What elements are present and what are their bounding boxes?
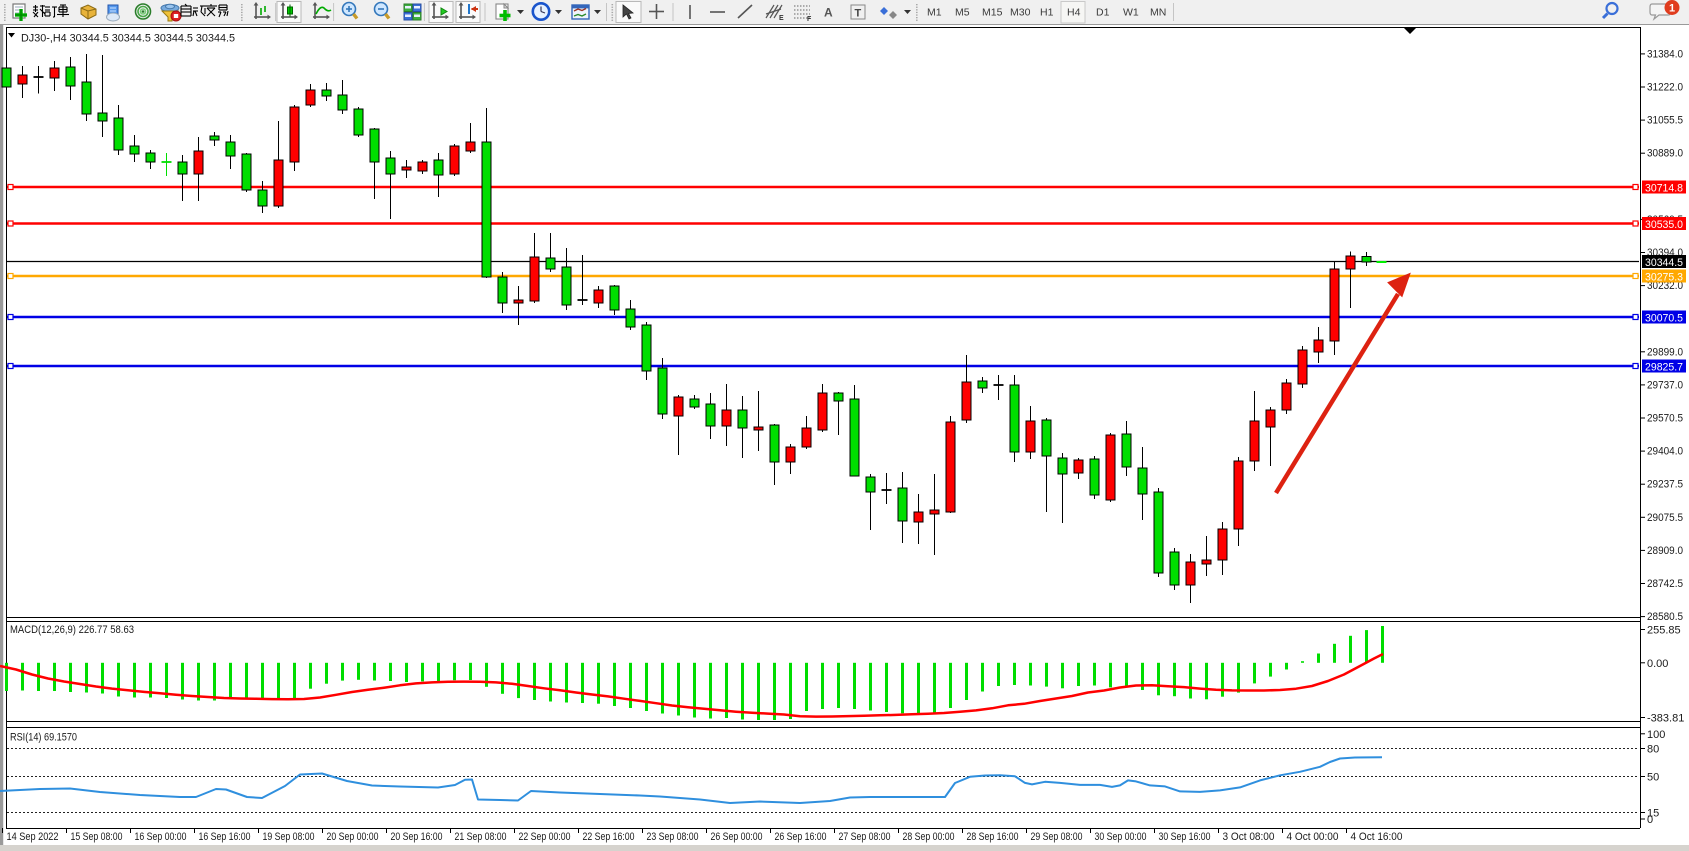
svg-text:28 Sep 00:00: 28 Sep 00:00 [903, 831, 955, 843]
svg-text:29404.0: 29404.0 [1647, 446, 1683, 458]
svg-text:15 Sep 08:00: 15 Sep 08:00 [71, 831, 123, 843]
svg-text:30275.3: 30275.3 [1645, 272, 1683, 284]
svg-text:20 Sep 16:00: 20 Sep 16:00 [391, 831, 443, 843]
svg-text:31384.0: 31384.0 [1647, 48, 1683, 60]
svg-text:3 Oct 08:00: 3 Oct 08:00 [1223, 831, 1275, 843]
svg-text:28 Sep 16:00: 28 Sep 16:00 [967, 831, 1019, 843]
svg-text:4 Oct 16:00: 4 Oct 16:00 [1351, 831, 1403, 843]
svg-text:22 Sep 16:00: 22 Sep 16:00 [583, 831, 635, 843]
svg-text:30344.5: 30344.5 [1645, 257, 1683, 269]
svg-text:30889.0: 30889.0 [1647, 148, 1683, 160]
svg-text:M5: M5 [955, 7, 970, 19]
svg-text:M1: M1 [927, 7, 942, 19]
svg-text:28909.0: 28909.0 [1647, 545, 1683, 557]
svg-text:21 Sep 08:00: 21 Sep 08:00 [455, 831, 507, 843]
svg-text:23 Sep 08:00: 23 Sep 08:00 [647, 831, 699, 843]
svg-text:26 Sep 00:00: 26 Sep 00:00 [711, 831, 763, 843]
svg-text:A: A [824, 6, 833, 20]
svg-text:28580.5: 28580.5 [1647, 611, 1683, 623]
svg-text:30070.5: 30070.5 [1645, 313, 1683, 325]
svg-text:MN: MN [1150, 7, 1166, 19]
svg-text:22 Sep 00:00: 22 Sep 00:00 [519, 831, 571, 843]
svg-text:16 Sep 00:00: 16 Sep 00:00 [135, 831, 187, 843]
svg-text:20 Sep 00:00: 20 Sep 00:00 [327, 831, 379, 843]
svg-text:29075.5: 29075.5 [1647, 512, 1683, 524]
svg-text:15: 15 [1647, 808, 1659, 820]
svg-text:255.85: 255.85 [1647, 625, 1681, 637]
svg-text:RSI(14) 69.1570: RSI(14) 69.1570 [10, 732, 77, 744]
svg-text:29237.5: 29237.5 [1647, 479, 1683, 491]
svg-text:28742.5: 28742.5 [1647, 578, 1683, 590]
svg-text:30 Sep 00:00: 30 Sep 00:00 [1095, 831, 1147, 843]
svg-text:1: 1 [1669, 3, 1675, 15]
svg-text:31055.5: 31055.5 [1647, 115, 1683, 127]
svg-text:0.00: 0.00 [1647, 658, 1668, 670]
svg-text:29899.0: 29899.0 [1647, 346, 1683, 358]
svg-text:0: 0 [1647, 814, 1653, 826]
svg-text:30535.0: 30535.0 [1645, 219, 1683, 231]
svg-text:80: 80 [1647, 744, 1659, 756]
svg-text:4 Oct 00:00: 4 Oct 00:00 [1287, 831, 1339, 843]
svg-text:30 Sep 16:00: 30 Sep 16:00 [1159, 831, 1211, 843]
svg-text:30232.0: 30232.0 [1647, 280, 1683, 292]
svg-text:M30: M30 [1010, 7, 1031, 19]
svg-text:H4: H4 [1067, 7, 1081, 19]
svg-text:29825.7: 29825.7 [1645, 362, 1683, 374]
svg-text:26 Sep 16:00: 26 Sep 16:00 [775, 831, 827, 843]
svg-text:-383.81: -383.81 [1647, 713, 1684, 725]
svg-text:E: E [779, 15, 784, 22]
svg-text:29 Sep 08:00: 29 Sep 08:00 [1031, 831, 1083, 843]
svg-text:MACD(12,26,9) 226.77 58.63: MACD(12,26,9) 226.77 58.63 [10, 624, 134, 636]
svg-text:M15: M15 [982, 7, 1003, 19]
svg-text:100: 100 [1647, 729, 1665, 741]
svg-text:W1: W1 [1123, 7, 1139, 19]
svg-text:30714.8: 30714.8 [1645, 183, 1683, 195]
svg-text:19 Sep 08:00: 19 Sep 08:00 [263, 831, 315, 843]
svg-text:27 Sep 08:00: 27 Sep 08:00 [839, 831, 891, 843]
svg-text:14 Sep 2022: 14 Sep 2022 [7, 831, 59, 843]
svg-text:16 Sep 16:00: 16 Sep 16:00 [199, 831, 251, 843]
svg-text:29570.5: 29570.5 [1647, 413, 1683, 425]
svg-text:T: T [855, 8, 862, 20]
svg-text:DJ30-,H4 30344.5 30344.5 3034: DJ30-,H4 30344.5 30344.5 30344.5 30344.5 [21, 33, 235, 45]
svg-text:29737.0: 29737.0 [1647, 379, 1683, 391]
svg-text:H1: H1 [1040, 7, 1054, 19]
svg-text:31222.0: 31222.0 [1647, 82, 1683, 94]
svg-text:50: 50 [1647, 772, 1659, 784]
svg-text:F: F [807, 16, 812, 23]
svg-text:D1: D1 [1096, 7, 1110, 19]
